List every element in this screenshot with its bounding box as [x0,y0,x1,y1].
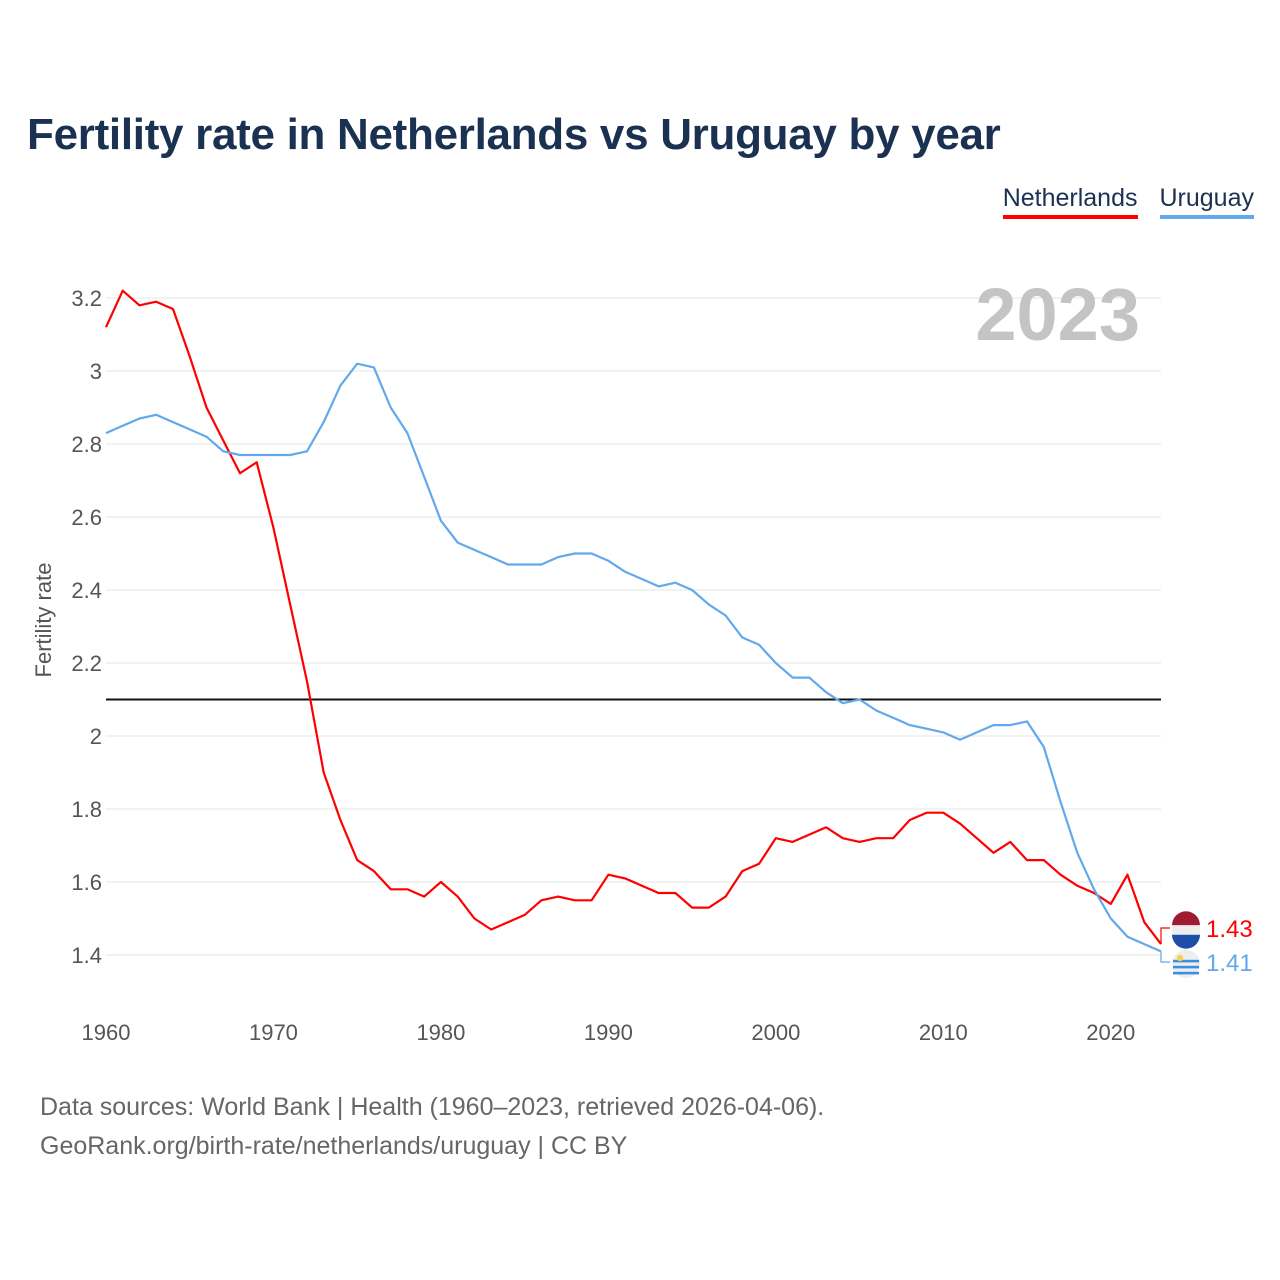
year-label: 2023 [975,273,1140,356]
x-tick-label: 2010 [919,1020,968,1045]
legend-netherlands[interactable]: Netherlands [1002,184,1138,219]
y-tick-label: 3.2 [71,286,102,311]
y-tick-label: 2.8 [71,432,102,457]
leader-line [1160,927,1170,945]
y-tick-label: 1.8 [71,797,102,822]
end-value-label-uruguay: 1.41 [1206,950,1253,977]
y-tick-label: 2.4 [71,578,102,603]
x-tick-label: 1960 [82,1020,131,1045]
x-tick-label: 1970 [249,1020,298,1045]
x-tick-label: 1990 [584,1020,633,1045]
series-line-netherlands [104,289,1162,945]
y-tick-label: 1.6 [71,870,102,895]
flag-stripe [1172,934,1200,949]
source-line-2[interactable]: GeoRank.org/birth-rate/netherlands/urugu… [40,1132,628,1160]
legend-uruguay[interactable]: Uruguay [1159,184,1254,219]
netherlands-flag-icon [1172,911,1200,926]
flag-sun [1176,954,1184,962]
y-tick-label: 1.4 [71,943,102,968]
source-line-1: Data sources: World Bank | Health (1960–… [40,1093,825,1121]
leader-line [1160,951,1170,963]
y-tick-label: 3 [90,359,102,384]
y-tick-label: 2.2 [71,651,102,676]
y-tick-label: 2 [90,724,102,749]
x-tick-label: 2000 [751,1020,800,1045]
end-value-label-netherlands: 1.43 [1206,916,1253,943]
flag-stripe [1173,965,1199,969]
y-tick-label: 2.6 [71,505,102,530]
x-tick-label: 1980 [416,1020,465,1045]
source-note: Data sources: World Bank | Health (1960–… [40,1088,824,1166]
legend: Netherlands Uruguay [1002,184,1254,219]
x-tick-label: 2020 [1086,1020,1135,1045]
flag-stripe [1173,959,1199,963]
flag-stripe [1173,971,1199,975]
y-axis-label: Fertility rate [31,563,56,678]
chart-title: Fertility rate in Netherlands vs Uruguay… [27,110,1001,159]
series-line-uruguay [105,362,1162,953]
flag-stripe [1172,925,1200,935]
